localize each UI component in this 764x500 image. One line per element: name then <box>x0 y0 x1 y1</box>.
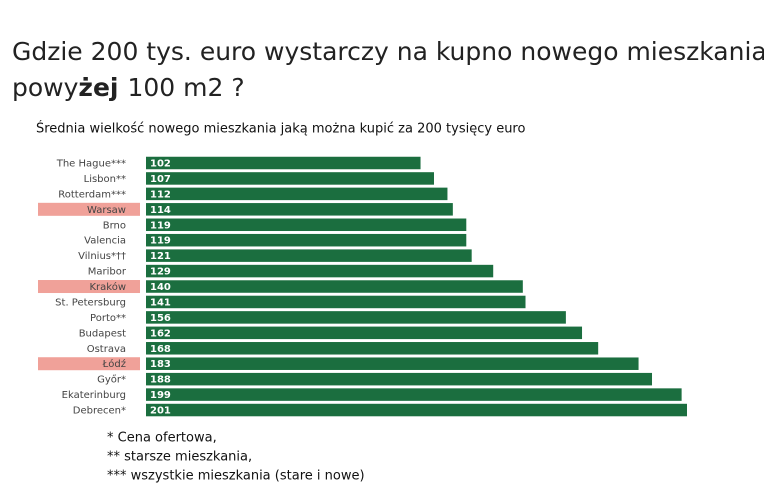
category-label: Vilnius*†† <box>78 251 126 262</box>
value-label: 156 <box>150 313 171 324</box>
chart-title: Gdzie 200 tys. euro wystarczy na kupno n… <box>12 37 764 66</box>
bar <box>146 280 523 293</box>
note: *** wszystkie mieszkania (stare i nowe) <box>107 469 365 484</box>
category-label: Rotterdam*** <box>58 189 126 200</box>
category-label: Porto** <box>90 313 126 324</box>
bar <box>146 172 434 185</box>
value-label: 188 <box>150 375 171 386</box>
bar <box>146 326 583 340</box>
category-label: Lisbon** <box>84 174 126 185</box>
value-label: 114 <box>150 205 171 216</box>
value-label: 183 <box>150 359 171 370</box>
value-label: 112 <box>150 189 171 200</box>
chart-title: powyżej 100 m2 ? <box>12 73 245 102</box>
category-label: Ostrava <box>87 344 126 355</box>
category-label: Ekaterinburg <box>62 390 126 401</box>
value-label: 201 <box>150 406 171 417</box>
bar <box>146 342 599 355</box>
title-part: żej <box>78 73 118 102</box>
value-label: 168 <box>150 344 171 355</box>
value-label: 129 <box>150 267 171 278</box>
bar <box>146 372 653 386</box>
bar <box>146 218 467 232</box>
title-part: powy <box>12 73 79 102</box>
category-label: St. Petersburg <box>55 297 126 308</box>
highlight <box>38 202 140 216</box>
category-label: Łódź <box>102 358 126 370</box>
highlight <box>38 280 140 294</box>
category-label: Valencia <box>84 236 126 247</box>
category-label: Győr* <box>97 374 126 386</box>
value-label: 119 <box>150 236 171 247</box>
category-label: The Hague*** <box>56 159 126 170</box>
category-label: Brno <box>103 220 126 231</box>
value-label: 162 <box>150 328 171 339</box>
bar <box>146 264 494 278</box>
value-label: 121 <box>150 251 171 262</box>
category-label: Kraków <box>89 281 126 293</box>
value-label: 107 <box>150 174 171 185</box>
note: ** starsze mieszkania, <box>107 450 252 465</box>
value-label: 141 <box>150 297 171 308</box>
category-label: Debrecen* <box>73 406 126 417</box>
chart-subtitle: Średnia wielkość nowego mieszkania jaką … <box>36 121 525 137</box>
bar <box>146 233 467 247</box>
category-label: Warsaw <box>87 205 126 216</box>
bar <box>146 156 421 170</box>
bar <box>146 203 453 216</box>
bar <box>146 295 526 309</box>
highlight <box>38 357 140 371</box>
value-label: 119 <box>150 220 171 231</box>
bar <box>146 311 566 324</box>
bar <box>146 187 448 201</box>
value-label: 140 <box>150 282 171 293</box>
note: * Cena ofertowa, <box>107 431 217 446</box>
bar <box>146 357 639 370</box>
bar <box>146 249 472 262</box>
bar <box>146 388 682 401</box>
title-part: 100 m2 ? <box>127 73 244 102</box>
bar <box>146 403 687 417</box>
category-label: Maribor <box>88 267 127 278</box>
value-label: 102 <box>150 159 171 170</box>
value-label: 199 <box>150 390 171 401</box>
category-label: Budapest <box>79 328 126 339</box>
